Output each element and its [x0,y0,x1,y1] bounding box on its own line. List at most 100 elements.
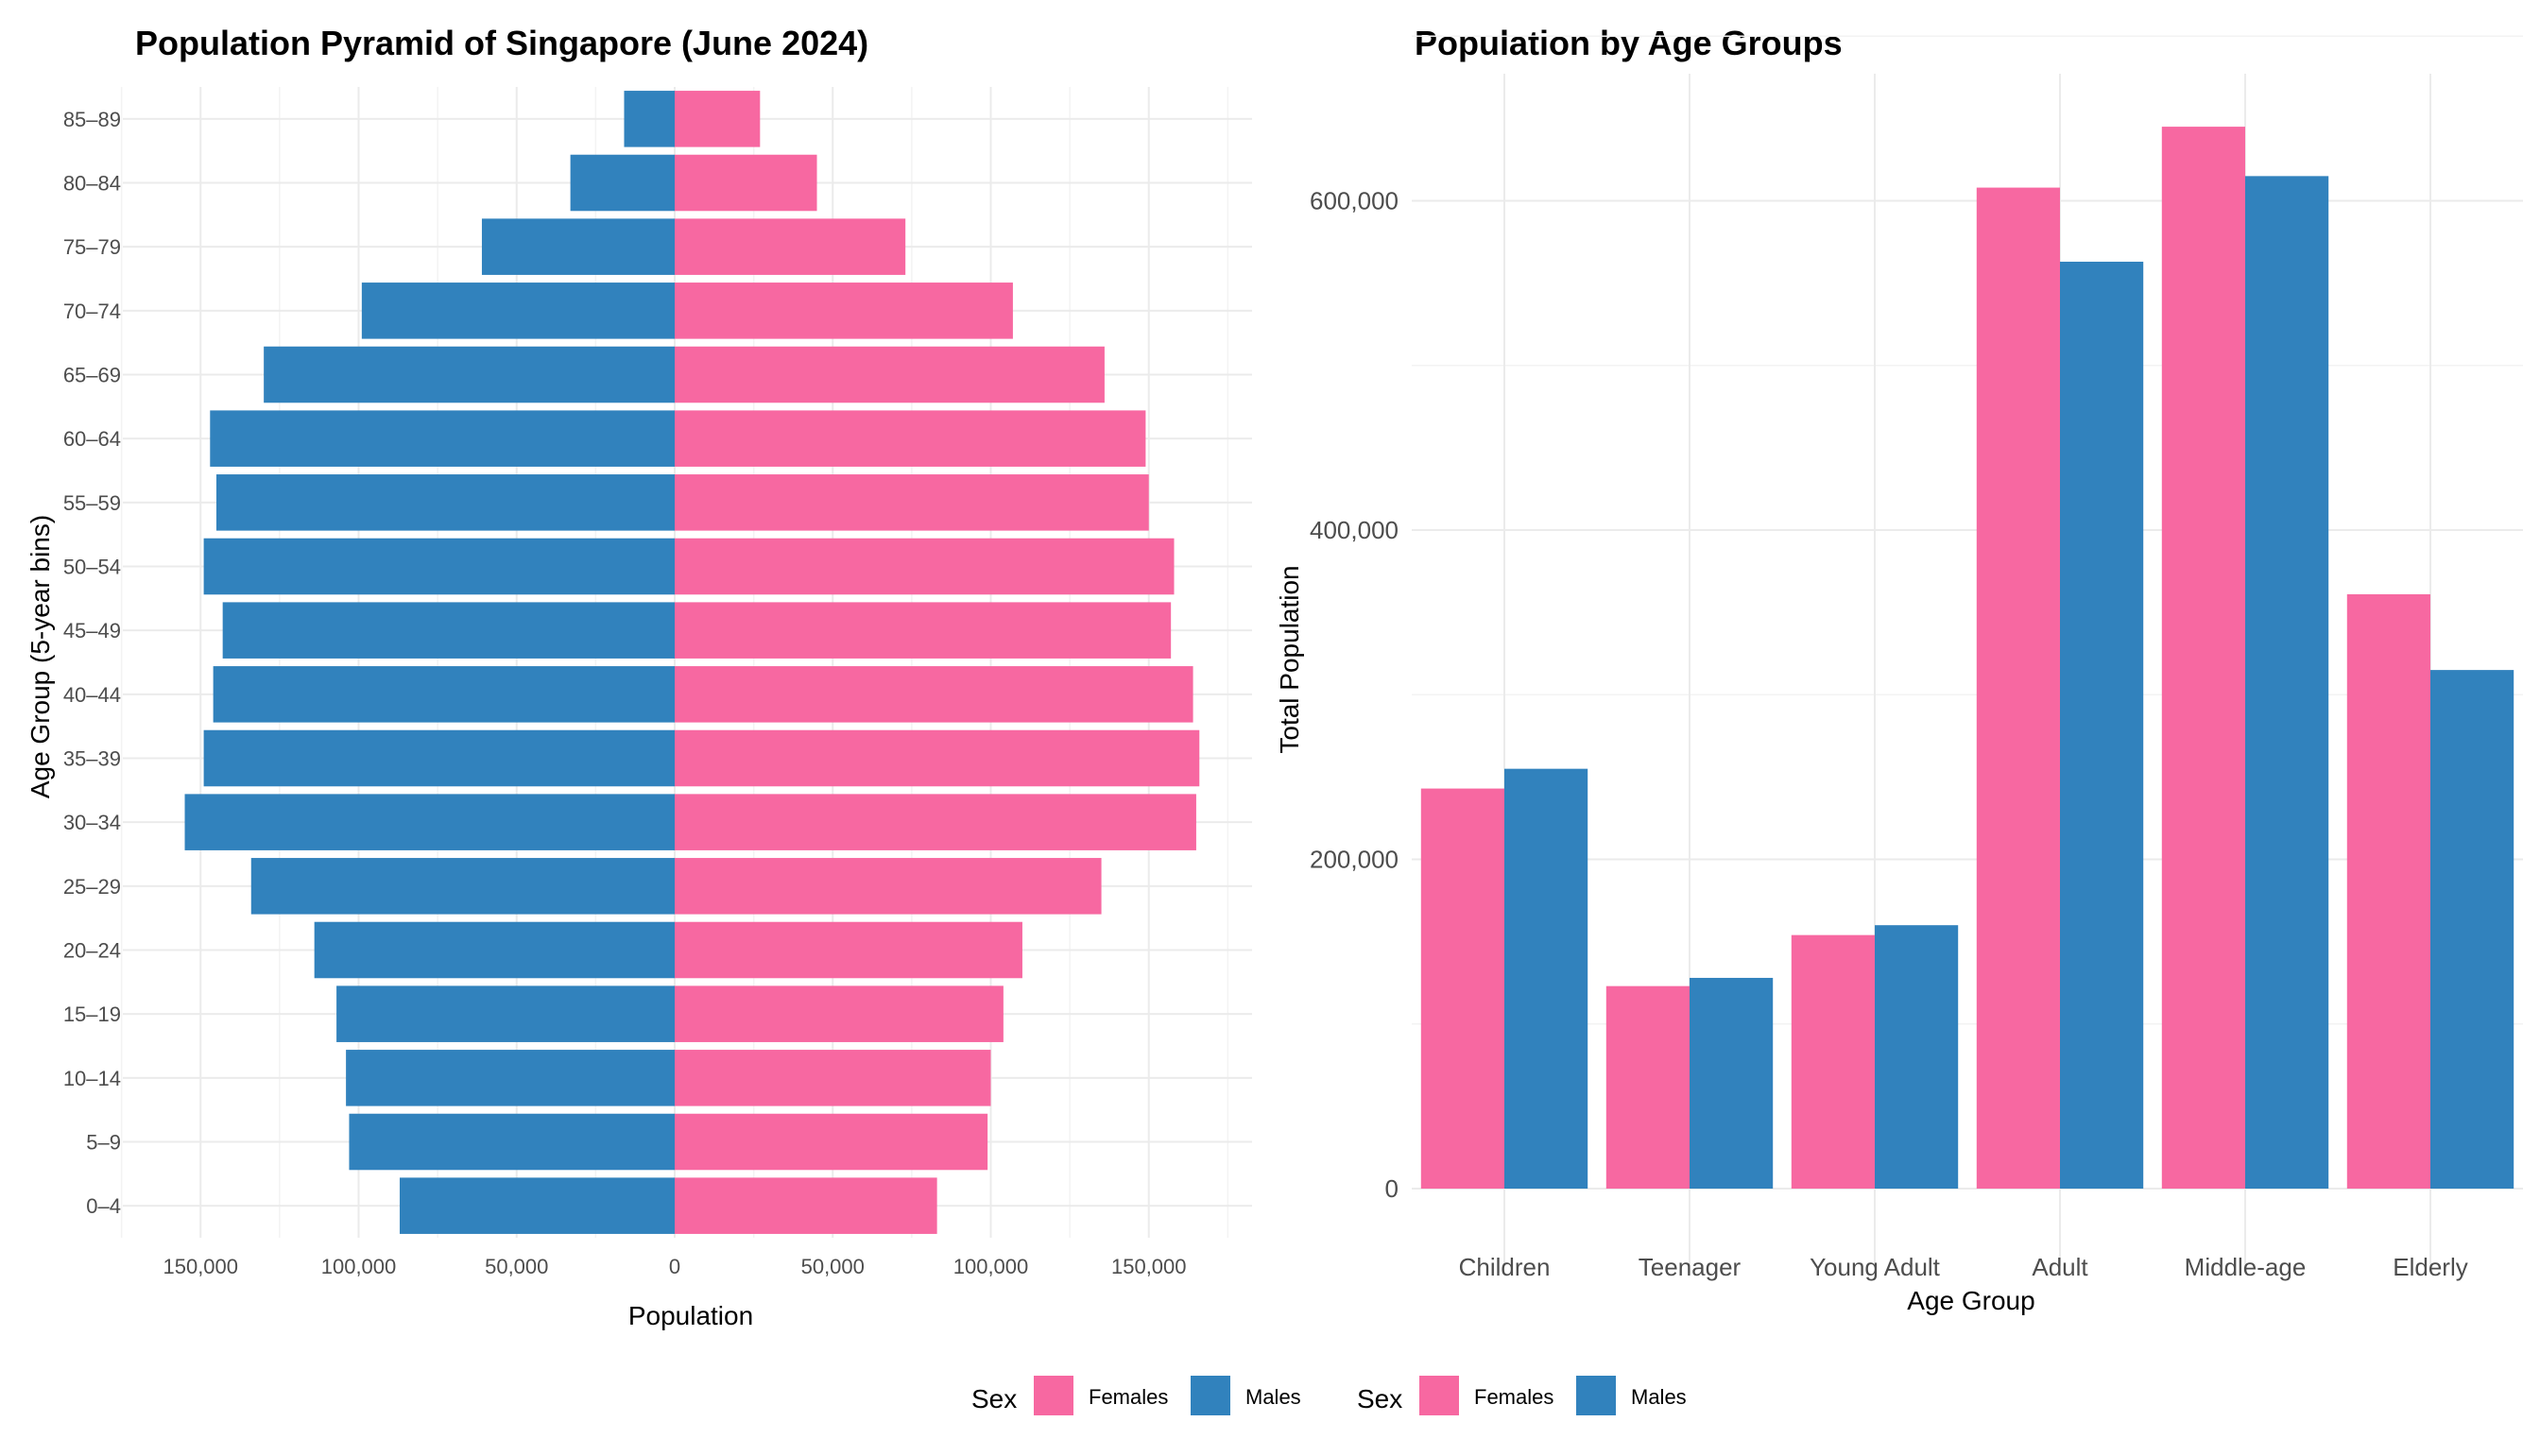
x-tick-label: Elderly [2393,1253,2467,1281]
y-tick-label: 30–34 [63,811,121,834]
bar-males-65–69 [264,346,675,403]
y-tick-label: 75–79 [63,235,121,259]
bar-females-adult [1976,187,2060,1189]
bar-females-children [1420,788,1504,1189]
age-groups-bar-chart: Population by Age Groups 0 200,000 400,000… [1275,24,2523,1315]
x-tick-label: Middle-age [2185,1253,2307,1281]
bar-females-20–24 [675,921,1022,979]
y-tick-label: 60–64 [63,427,121,451]
legend-left: Sex Females Males [971,1376,1301,1415]
y-tick-label: 10–14 [63,1067,121,1090]
y-tick-label: 40–44 [63,683,121,707]
groups-x-tick-labels: Children Teenager Young Adult Adult Middle-a… [1459,1253,2468,1281]
pyramid-y-axis-title: Age Group (5-year bins) [26,515,55,798]
bar-males-35–39 [203,729,675,787]
bar-males-85–89 [624,91,675,147]
bar-females-55–59 [675,474,1149,531]
legend-label-females: Females [1474,1385,1553,1409]
groups-title: Population by Age Groups [1415,24,1843,62]
legend-swatch-females [1419,1376,1459,1415]
groups-y-tick-labels: 0 200,000 400,000 600,000 [1310,187,1399,1204]
x-tick-label: Teenager [1639,1253,1742,1281]
bar-males-25–29 [250,858,675,915]
bar-females-teenager [1605,985,1690,1189]
bar-males-young-adult [1875,925,1959,1189]
bar-males-10–14 [346,1050,675,1106]
bar-females-0–4 [675,1177,937,1234]
legend-title: Sex [971,1384,1017,1413]
bar-females-middle-age [2161,127,2245,1189]
bar-females-70–74 [675,283,1013,339]
x-tick-label: 50,000 [801,1255,865,1278]
bar-males-40–44 [213,666,675,723]
legend-right: Sex Females Males [1357,1376,1687,1415]
bar-females-25–29 [675,858,1102,915]
bar-males-80–84 [570,154,675,212]
y-tick-label: 5–9 [86,1131,121,1155]
bar-females-young-adult [1791,934,1875,1189]
bar-males-adult [2060,261,2144,1189]
x-tick-label: 100,000 [321,1255,397,1278]
bar-males-5–9 [349,1113,675,1171]
legend-swatch-males [1191,1376,1230,1415]
bar-males-middle-age [2245,176,2329,1189]
pyramid-bars [184,91,1200,1234]
legend-swatch-males [1576,1376,1616,1415]
bar-males-60–64 [210,410,675,467]
bar-males-30–34 [184,794,675,850]
bar-males-50–54 [203,538,675,595]
x-tick-label: 0 [669,1255,680,1278]
legend-label-males: Males [1631,1385,1687,1409]
x-tick-label: Children [1459,1253,1551,1281]
pyramid-title: Population Pyramid of Singapore (June 20… [135,24,868,62]
bar-males-55–59 [215,474,675,531]
bar-females-elderly [2346,593,2430,1189]
y-tick-label: 55–59 [63,491,121,515]
y-tick-label: 80–84 [63,172,121,196]
y-tick-label: 50–54 [63,556,121,579]
y-tick-label: 25–29 [63,875,121,899]
y-tick-label: 65–69 [63,364,121,387]
bar-males-45–49 [222,602,676,659]
bar-females-75–79 [675,218,906,275]
legend-label-males: Males [1245,1385,1301,1409]
y-tick-label: 0–4 [86,1194,121,1218]
groups-x-axis-title: Age Group [1907,1286,2034,1315]
bar-females-50–54 [675,538,1175,595]
y-tick-label: 200,000 [1310,846,1399,874]
y-tick-label: 600,000 [1310,187,1399,215]
bar-males-70–74 [361,283,675,339]
legend-swatch-females [1034,1376,1073,1415]
bar-females-15–19 [675,985,1004,1042]
bar-males-teenager [1690,977,1774,1189]
y-tick-label: 35–39 [63,747,121,771]
y-tick-label: 0 [1385,1174,1399,1203]
x-tick-label: Adult [2032,1253,2088,1281]
bar-males-children [1504,768,1588,1189]
x-tick-label: 150,000 [1111,1255,1187,1278]
pyramid-x-tick-labels: 150,000 100,000 50,000 0 50,000 100,000 150,00… [163,1255,1186,1278]
legend-label-females: Females [1089,1385,1168,1409]
y-tick-label: 20–24 [63,939,121,963]
legend-title: Sex [1357,1384,1402,1413]
bar-males-75–79 [481,218,675,275]
population-pyramid-chart: Population Pyramid of Singapore (June 20… [26,24,1252,1330]
groups-bars [1420,127,2514,1189]
pyramid-x-axis-title: Population [628,1301,753,1330]
bar-females-5–9 [675,1113,988,1171]
bar-males-15–19 [336,985,675,1042]
y-tick-label: 45–49 [63,619,121,642]
bar-females-30–34 [675,794,1196,850]
y-tick-label: 400,000 [1310,516,1399,544]
bar-females-35–39 [675,729,1200,787]
x-tick-label: 150,000 [163,1255,238,1278]
y-tick-label: 70–74 [63,300,121,323]
y-tick-label: 85–89 [63,108,121,131]
x-tick-label: Young Adult [1810,1253,1941,1281]
bar-males-20–24 [314,921,675,979]
y-tick-label: 15–19 [63,1002,121,1026]
bar-females-45–49 [675,602,1172,659]
x-tick-label: 50,000 [485,1255,548,1278]
